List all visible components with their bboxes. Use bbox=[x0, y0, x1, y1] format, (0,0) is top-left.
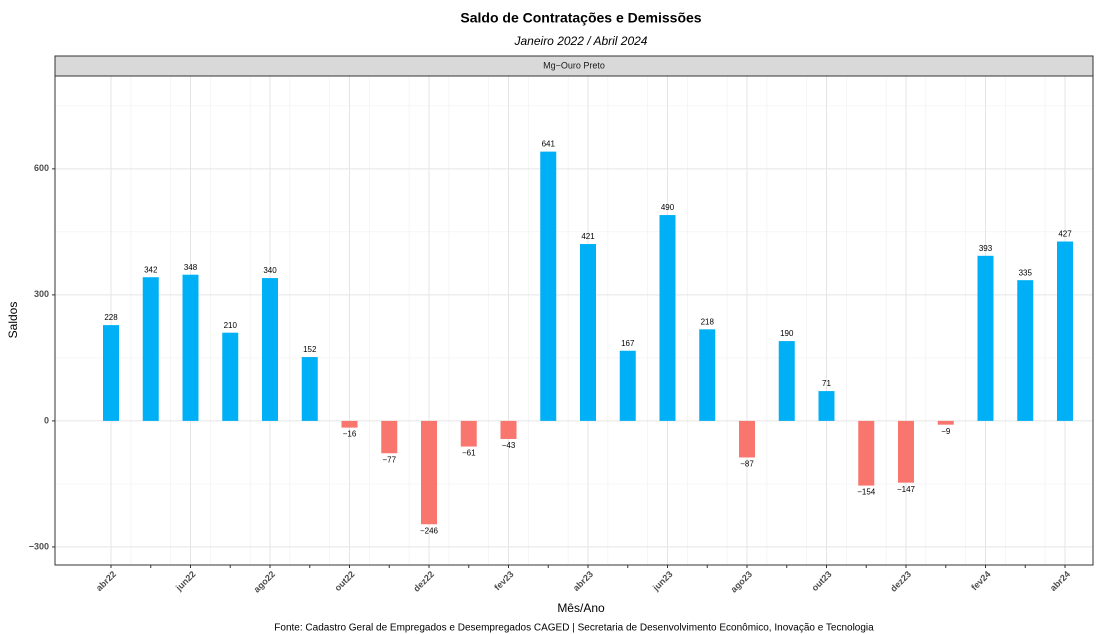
y-axis-label: Saldos bbox=[6, 302, 20, 339]
bar bbox=[381, 420, 398, 454]
bar bbox=[580, 244, 596, 421]
bar bbox=[1017, 280, 1034, 421]
data-label: 421 bbox=[581, 232, 595, 241]
x-tick-label: dez23 bbox=[888, 569, 913, 594]
data-label: −87 bbox=[740, 460, 754, 469]
y-tick-label: 0 bbox=[44, 415, 49, 425]
data-label: 218 bbox=[701, 317, 715, 326]
x-tick-label: ago23 bbox=[729, 569, 754, 594]
data-label: −9 bbox=[941, 427, 951, 436]
bar bbox=[898, 420, 914, 483]
data-label: 190 bbox=[780, 329, 794, 338]
data-label: 210 bbox=[224, 321, 238, 330]
y-tick-label: −300 bbox=[29, 541, 49, 551]
bar bbox=[500, 420, 517, 439]
data-label: −246 bbox=[420, 526, 439, 535]
data-label: 228 bbox=[104, 313, 118, 322]
bar bbox=[103, 325, 119, 421]
data-label: 167 bbox=[621, 339, 635, 348]
data-label: 335 bbox=[1019, 268, 1033, 277]
x-tick-label: fev23 bbox=[492, 569, 515, 592]
data-label: −154 bbox=[857, 488, 876, 497]
data-label: −147 bbox=[897, 485, 916, 494]
x-tick-label: jun23 bbox=[650, 569, 674, 593]
x-tick-label: abr23 bbox=[571, 569, 595, 593]
bar bbox=[699, 329, 716, 421]
data-label: 71 bbox=[822, 379, 831, 388]
bar bbox=[182, 274, 199, 421]
data-label: 342 bbox=[144, 265, 158, 274]
bar bbox=[619, 350, 636, 421]
x-tick-label: out22 bbox=[333, 569, 357, 593]
bar bbox=[977, 255, 994, 421]
x-tick-label: ago22 bbox=[252, 569, 277, 594]
data-label: 340 bbox=[263, 266, 277, 275]
bar bbox=[858, 420, 875, 486]
x-axis-label: Mês/Ano bbox=[557, 601, 605, 615]
data-label: 427 bbox=[1058, 230, 1072, 239]
chart-title: Saldo de Contratações e Demissões bbox=[460, 10, 701, 26]
y-tick-label: 600 bbox=[34, 163, 49, 173]
x-tick-label: abr24 bbox=[1048, 569, 1072, 593]
data-label: 641 bbox=[542, 140, 556, 149]
bar bbox=[818, 391, 835, 421]
x-tick-label: fev24 bbox=[969, 569, 992, 592]
data-label: 490 bbox=[661, 203, 675, 212]
bar bbox=[301, 357, 318, 421]
bar bbox=[739, 420, 755, 458]
data-label: 348 bbox=[184, 263, 198, 272]
bar bbox=[659, 215, 676, 421]
bar bbox=[937, 420, 954, 425]
data-label: −77 bbox=[382, 455, 396, 464]
chart-subtitle: Janeiro 2022 / Abril 2024 bbox=[514, 34, 648, 48]
x-tick-label: abr22 bbox=[94, 569, 118, 593]
y-tick-label: 300 bbox=[34, 289, 49, 299]
caption: Fonte: Cadastro Geral de Empregados e De… bbox=[274, 623, 874, 634]
bar bbox=[421, 420, 437, 525]
bar bbox=[262, 278, 278, 421]
bar bbox=[460, 420, 477, 447]
x-tick-label: jun22 bbox=[173, 569, 197, 593]
bar bbox=[1057, 241, 1073, 421]
bar bbox=[540, 151, 557, 421]
panel-border bbox=[54, 75, 1094, 566]
panel-label: Mg−Ouro Preto bbox=[543, 60, 605, 70]
data-label: 152 bbox=[303, 345, 317, 354]
data-label: −43 bbox=[502, 441, 516, 450]
data-label: 393 bbox=[979, 244, 993, 253]
bar bbox=[222, 332, 239, 421]
bar bbox=[778, 341, 795, 421]
data-label: −16 bbox=[343, 430, 357, 439]
x-tick-label: dez22 bbox=[411, 569, 436, 594]
data-label: −61 bbox=[462, 449, 476, 458]
x-tick-label: out23 bbox=[810, 569, 834, 593]
bar bbox=[341, 420, 358, 428]
bar bbox=[142, 277, 159, 421]
